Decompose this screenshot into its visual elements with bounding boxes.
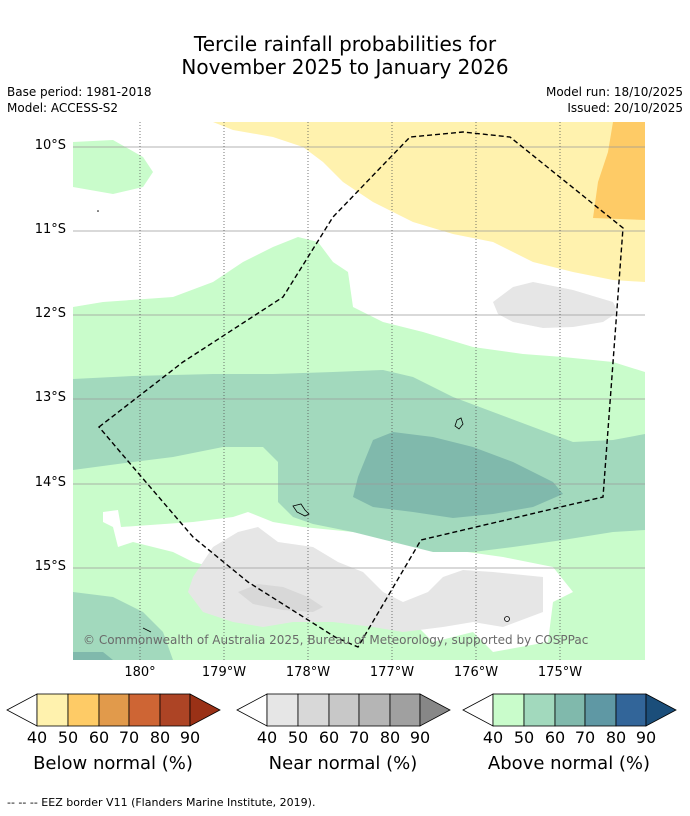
- lat-label-15s: 15°S: [34, 559, 66, 574]
- colorbar-below-swatch-70: [128, 693, 161, 727]
- colorbar-near-swatch-70: [358, 693, 391, 727]
- colorbar-above-tick: 90: [635, 728, 657, 747]
- colorbar-above-swatch-60: [554, 693, 586, 727]
- lon-label-177w: 177°W: [369, 665, 415, 680]
- colorbar-below-tick: 60: [88, 728, 110, 747]
- colorbar-above-swatch-80: [615, 693, 647, 727]
- base-period: Base period: 1981-2018: [7, 85, 152, 99]
- colorbar-near-swatch-60: [328, 693, 360, 727]
- colorbar-above-over-arrow: [645, 693, 677, 727]
- lon-label-178w: 178°W: [285, 665, 331, 680]
- near-normal-40-region-north: [493, 282, 618, 328]
- lat-label-14s: 14°S: [34, 475, 66, 490]
- colorbar-below-tick: 90: [179, 728, 201, 747]
- colorbar-above-label: Above normal (%): [487, 753, 651, 774]
- lat-label-13s: 13°S: [34, 390, 66, 405]
- issued-date: Issued: 20/10/2025: [567, 101, 683, 115]
- below-normal-40-region: [213, 122, 645, 282]
- colorbar-near-tick: 50: [287, 728, 309, 747]
- above-normal-60-region-corner: [73, 652, 113, 660]
- near-normal-50-region: [238, 584, 323, 612]
- colorbar-below-tick: 80: [149, 728, 171, 747]
- colorbar-near-label: Near normal (%): [268, 753, 418, 774]
- colorbar-below-tick: 50: [57, 728, 79, 747]
- colorbar-above-swatch-40: [492, 693, 525, 727]
- above-normal-40-region: [73, 140, 153, 194]
- eez-border: [97, 131, 624, 648]
- model-run: Model run: 18/10/2025: [545, 85, 683, 99]
- colorbar-above-tick: 70: [574, 728, 596, 747]
- lon-label-175w: 175°W: [537, 665, 583, 680]
- lat-label-11s: 11°S: [34, 222, 66, 237]
- latitude-grid: [73, 146, 645, 569]
- below-normal-50-region: [593, 122, 645, 220]
- colorbar-near-under-arrow: [236, 693, 268, 727]
- island-dot: [97, 210, 99, 212]
- model-name: Model: ACCESS-S2: [7, 101, 119, 115]
- colorbar-near-swatch-40: [266, 693, 299, 727]
- colorbar-above-tick: 50: [513, 728, 535, 747]
- colorbar-above-normal: [462, 693, 677, 727]
- lat-label-10s: 10°S: [34, 138, 66, 153]
- island-outline-4: [142, 627, 152, 633]
- colorbar-above-tick: 40: [482, 728, 504, 747]
- colorbar-below-tick: 70: [118, 728, 140, 747]
- lon-label-180: 180°: [124, 665, 156, 680]
- colorbar-near-normal: [236, 693, 451, 727]
- above-normal-60-region: [353, 432, 563, 518]
- colorbar-above-swatch-50: [523, 693, 556, 727]
- above-normal-50-region-southwest: [73, 592, 173, 660]
- colorbar-near-tick: 60: [318, 728, 340, 747]
- colorbar-above-tick: 80: [605, 728, 627, 747]
- colorbar-near-swatch-50: [297, 693, 330, 727]
- lon-label-176w: 176°W: [453, 665, 499, 680]
- colorbar-near-tick: 40: [256, 728, 278, 747]
- colorbar-near-swatch-80: [389, 693, 421, 727]
- island-outline-2: [292, 503, 310, 517]
- colorbar-below-swatch-40: [36, 693, 69, 727]
- colorbar-near-tick: 90: [409, 728, 431, 747]
- colorbar-below-swatch-60: [98, 693, 130, 727]
- colorbar-below-normal: [6, 693, 221, 727]
- colorbar-below-under-arrow: [6, 693, 38, 727]
- map-title-line1: Tercile rainfall probabilities for: [193, 32, 497, 56]
- eez-legend-footer: -- -- -- EEZ border V11 (Flanders Marine…: [7, 796, 316, 809]
- colorbar-above-under-arrow: [462, 693, 494, 727]
- colorbar-near-over-arrow: [419, 693, 451, 727]
- colorbar-below-swatch-50: [67, 693, 100, 727]
- colorbar-near-tick: 70: [348, 728, 370, 747]
- colorbar-below-label: Below normal (%): [33, 753, 193, 774]
- island-outline-3: [504, 616, 510, 622]
- map-panel: [73, 122, 645, 660]
- colorbar-above-tick: 60: [544, 728, 566, 747]
- copyright-notice: © Commonwealth of Australia 2025, Bureau…: [83, 633, 589, 647]
- colorbar-above-swatch-70: [584, 693, 617, 727]
- map-title-line2: November 2025 to January 2026: [181, 55, 509, 79]
- colorbar-below-tick: 40: [26, 728, 48, 747]
- colorbar-below-over-arrow: [189, 693, 221, 727]
- lon-label-179w: 179°W: [201, 665, 247, 680]
- island-outline: [454, 417, 464, 430]
- lat-label-12s: 12°S: [34, 306, 66, 321]
- colorbar-below-swatch-80: [159, 693, 191, 727]
- colorbar-near-tick: 80: [379, 728, 401, 747]
